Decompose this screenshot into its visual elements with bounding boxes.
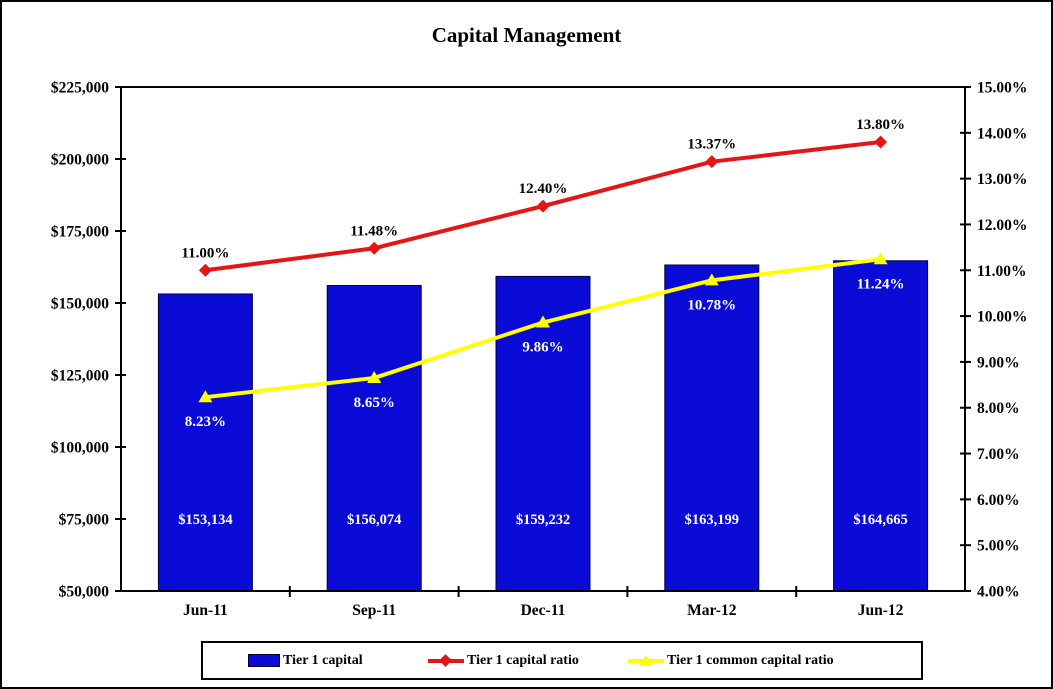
right-axis-tick-label: 9.00% [977,354,1020,371]
diamond-marker [536,199,550,213]
left-axis-tick-label: $225,000 [51,80,109,97]
right-axis-tick-label: 7.00% [977,446,1020,463]
diamond-marker [705,155,719,169]
triangle-marker [704,273,719,286]
triangle-marker [536,315,550,328]
red-line-data-label: 13.37% [687,137,736,153]
legend-entry-tier1-common-capital-ratio: Tier 1 common capital ratio [628,643,834,678]
right-axis-tick-label: 15.00% [977,80,1027,97]
right-axis-tick-label: 12.00% [977,217,1027,234]
left-axis-tick-label: $50,000 [59,584,110,601]
bar-value-label: $159,232 [516,512,570,528]
yellow-line-data-label: 9.86% [522,340,563,356]
yellow-line-data-label: 8.65% [354,395,395,411]
right-axis-tick-label: 14.00% [977,125,1027,142]
bar-value-label: $153,134 [178,512,232,528]
red-line-data-label: 11.00% [181,245,229,261]
triangle-marker [367,370,382,383]
x-axis-category-label: Jun-12 [858,602,904,619]
chart-title: Capital Management [431,23,622,47]
legend: Tier 1 capital Tier 1 capital ratio Tier… [201,641,923,680]
plot-border [120,86,966,592]
legend-bar-swatch-icon [248,654,280,667]
yellow-line-data-label: 11.24% [857,276,905,292]
bar [664,264,760,592]
legend-label-tier1-capital-ratio: Tier 1 capital ratio [467,652,579,668]
bar [833,260,929,592]
bar [326,285,422,592]
bar-value-label: $156,074 [347,512,401,528]
diamond-marker [198,263,212,277]
x-axis-category-label: Dec-11 [521,602,566,619]
yellow-line-data-label: 8.23% [185,414,226,430]
legend-entry-tier1-capital-ratio: Tier 1 capital ratio [428,643,579,678]
left-axis-tick-label: $150,000 [51,296,109,313]
x-axis-category-label: Jun-11 [183,602,228,619]
bar-value-label: $164,665 [853,512,907,528]
right-axis-tick-label: 8.00% [977,400,1020,417]
diamond-marker [367,241,381,255]
bar [157,293,253,592]
x-axis-category-label: Sep-11 [352,602,396,619]
right-axis-tick-label: 10.00% [977,309,1027,326]
legend-label-tier1-capital: Tier 1 capital [283,652,363,668]
legend-entry-tier1-capital: Tier 1 capital [248,643,363,678]
yellow-line-data-label: 10.78% [687,297,736,313]
left-axis-tick-label: $200,000 [51,152,109,169]
red-line-data-label: 13.80% [856,117,905,133]
red-line-data-label: 11.48% [350,223,398,239]
legend-red-line-swatch-icon [428,653,464,668]
left-axis-tick-label: $125,000 [51,368,109,385]
legend-label-tier1-common-capital-ratio: Tier 1 common capital ratio [667,652,834,668]
right-axis-tick-label: 6.00% [977,492,1020,509]
left-axis-tick-label: $175,000 [51,224,109,241]
triangle-marker [198,390,213,403]
left-axis-tick-label: $75,000 [59,512,110,529]
right-axis-tick-label: 13.00% [977,171,1027,188]
right-axis-tick-label: 4.00% [977,584,1020,601]
bar [495,275,591,592]
legend-yellow-line-swatch-icon [628,654,664,668]
bar-value-label: $163,199 [685,512,739,528]
red-line-data-label: 12.40% [519,181,568,197]
x-axis-category-label: Mar-12 [687,602,737,619]
left-axis-tick-label: $100,000 [51,440,109,457]
right-axis-tick-label: 11.00% [977,263,1027,280]
triangle-marker [873,252,888,265]
diamond-marker [874,135,888,149]
right-axis-tick-label: 5.00% [977,538,1020,555]
